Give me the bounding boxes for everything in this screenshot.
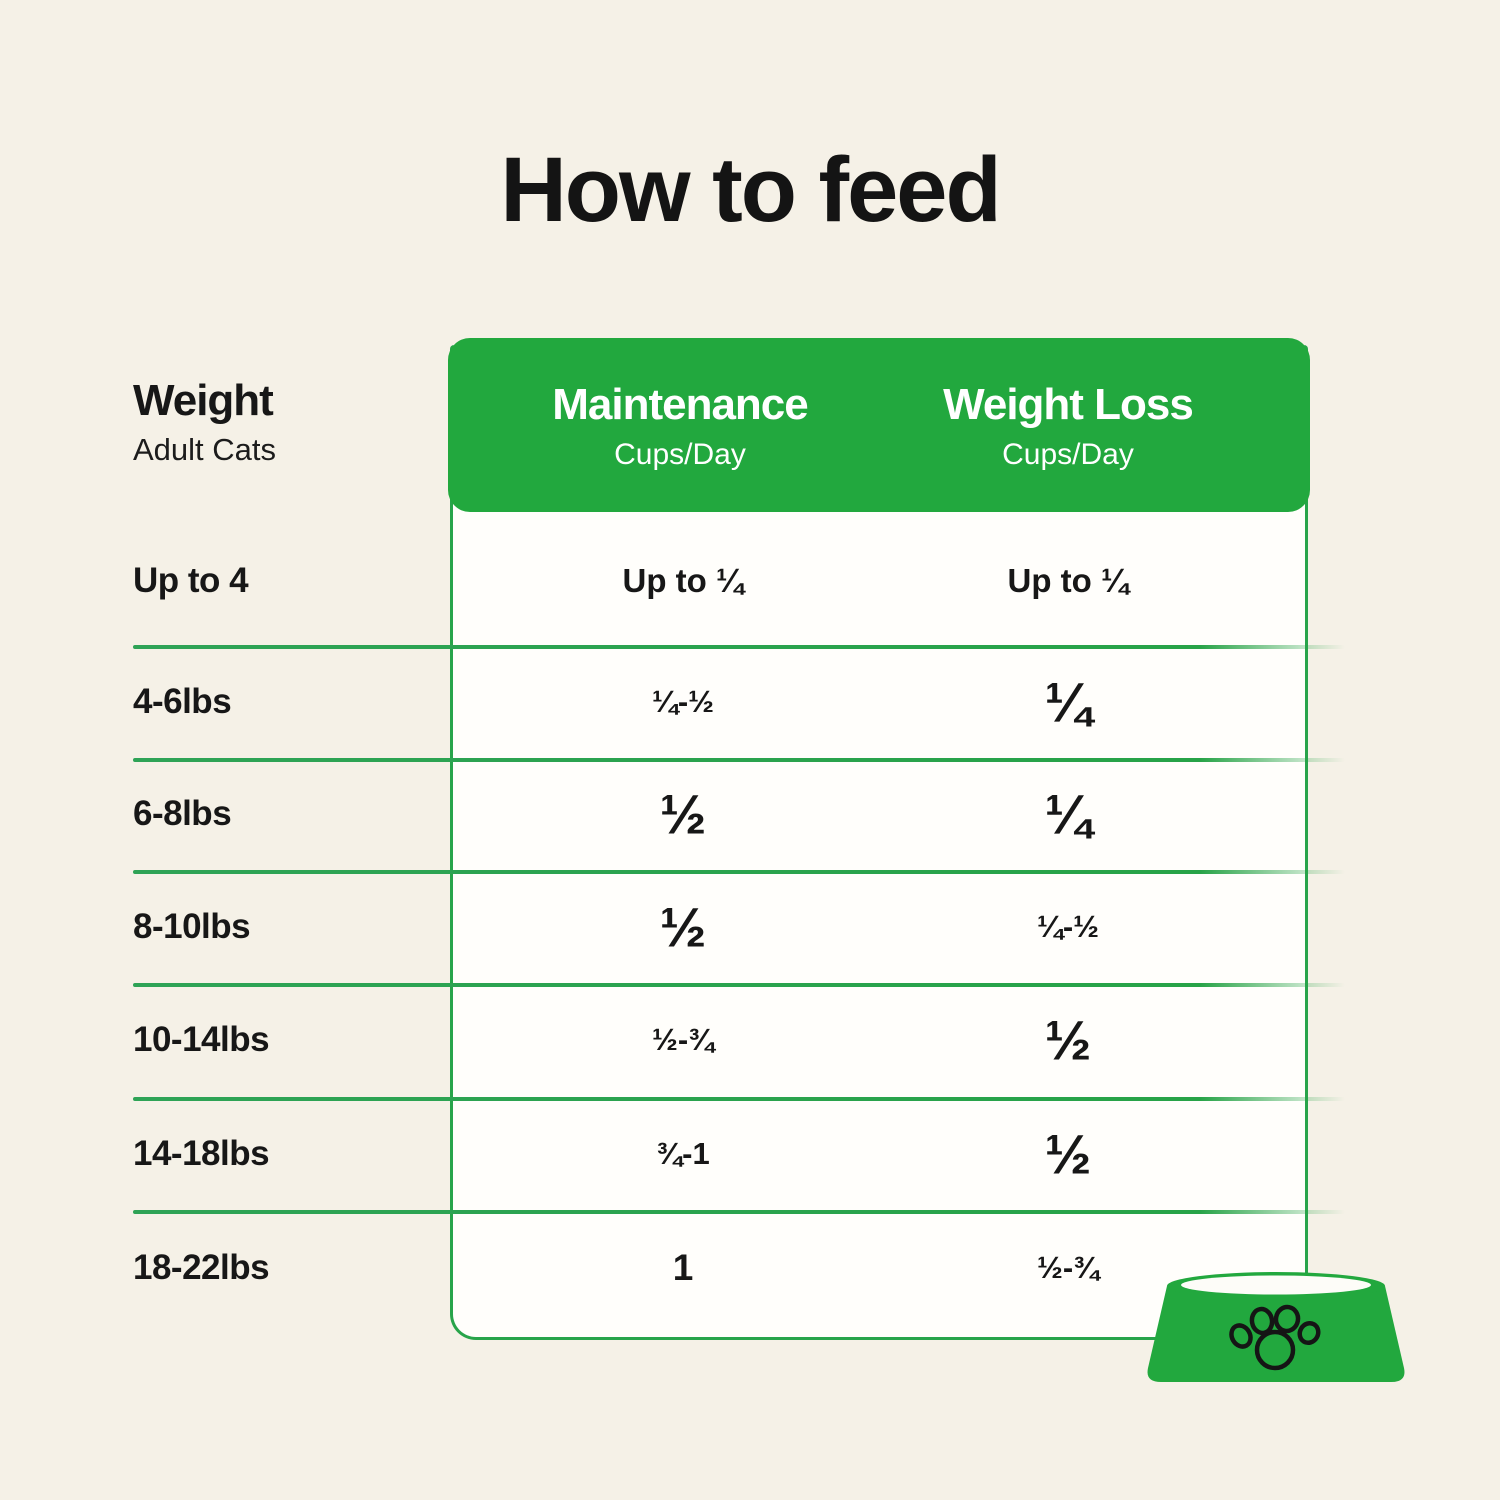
row-weight-loss-value: ¼-½ — [1036, 908, 1100, 944]
weight-loss-header-label: Weight Loss — [943, 380, 1194, 429]
row-weight-loss-value: Up to ¼ — [1007, 561, 1129, 599]
row-weight-label: Up to 4 — [133, 560, 249, 600]
paw-print-icon — [1229, 1304, 1321, 1371]
row-maintenance-value: ½ — [659, 782, 707, 846]
table-row: 10-14lbs ½-¾ ½ — [0, 983, 1500, 1097]
row-separator — [133, 645, 1345, 649]
row-weight-label: 6-8lbs — [133, 794, 232, 833]
row-maintenance-value: ½ — [659, 895, 707, 958]
row-weight-label: 4-6lbs — [133, 681, 232, 721]
row-maintenance-value: ¼-½ — [651, 683, 715, 719]
table-row: 8-10lbs ½ ¼-½ — [0, 870, 1500, 983]
row-maintenance-value: Up to ¼ — [622, 561, 744, 599]
row-maintenance-value: ½-¾ — [651, 1022, 715, 1057]
row-weight-loss-value: ¼ — [1044, 782, 1092, 846]
row-separator — [133, 983, 1345, 987]
row-separator — [133, 870, 1345, 874]
row-weight-label: 8-10lbs — [133, 906, 251, 946]
weight-column-header: Weight Adult Cats — [133, 376, 277, 468]
pet-bowl-paw-icon — [1147, 1272, 1405, 1382]
row-separator — [133, 758, 1345, 762]
table-row: 6-8lbs ½ ¼ — [0, 758, 1500, 870]
row-weight-loss-value: ½ — [1044, 1008, 1092, 1072]
table-row: 18-22lbs 1 ½-¾ — [0, 1210, 1500, 1326]
table-row: 4-6lbs ¼-½ ¼ — [0, 645, 1500, 758]
table-row: 14-18lbs ¾-1 ½ — [0, 1097, 1500, 1210]
row-maintenance-value: 1 — [672, 1247, 694, 1288]
row-weight-label: 14-18lbs — [133, 1133, 270, 1173]
maintenance-header-label: Maintenance — [552, 380, 809, 429]
row-weight-label: 18-22lbs — [133, 1248, 270, 1287]
column-header-maintenance: Maintenance Cups/Day — [500, 338, 860, 512]
row-weight-loss-value: ½ — [1044, 1122, 1092, 1185]
table-row: Up to 4 Up to ¼ Up to ¼ — [0, 516, 1500, 645]
row-separator — [133, 1210, 1345, 1214]
weight-loss-header-sublabel: Cups/Day — [1002, 438, 1134, 471]
row-separator — [133, 1097, 1345, 1101]
row-weight-label: 10-14lbs — [133, 1020, 270, 1059]
weight-header-subtitle: Adult Cats — [133, 432, 277, 468]
column-header-weight-loss: Weight Loss Cups/Day — [888, 338, 1248, 512]
weight-header-title: Weight — [133, 376, 274, 425]
row-weight-loss-value: ¼ — [1044, 670, 1092, 733]
page-title: How to feed — [500, 139, 1001, 241]
row-maintenance-value: ¾-1 — [656, 1135, 710, 1171]
maintenance-header-sublabel: Cups/Day — [614, 438, 746, 471]
table-header-band: Maintenance Cups/Day Weight Loss Cups/Da… — [448, 338, 1310, 512]
row-weight-loss-value: ½-¾ — [1036, 1250, 1100, 1285]
